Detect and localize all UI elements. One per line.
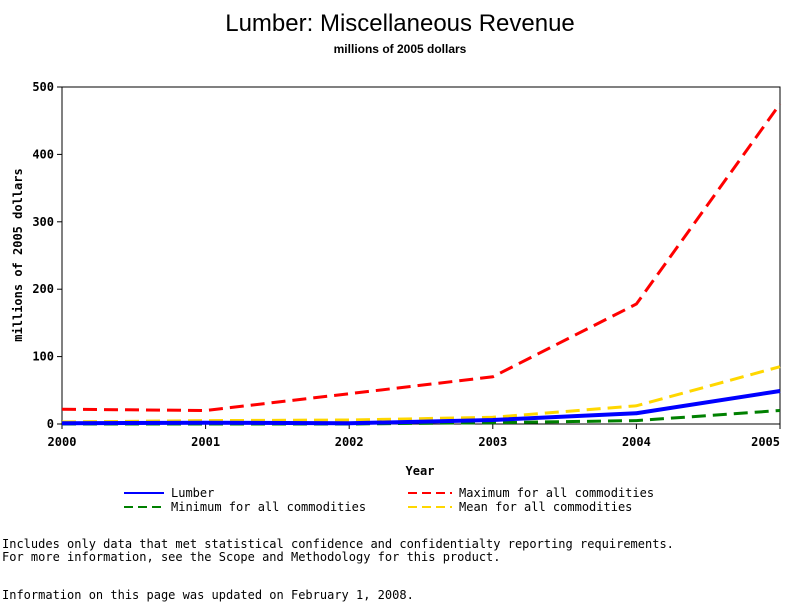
x-tick-label: 2001 (191, 435, 220, 449)
legend-label-maximum: Maximum for all commodities (459, 486, 654, 500)
footnote-updated: Information on this page was updated on … (2, 588, 414, 602)
legend: Lumber Maximum for all commodities Minim… (124, 486, 654, 514)
legend-label-lumber: Lumber (171, 486, 214, 500)
x-tick-label: 2005 (751, 435, 780, 449)
chart-title: Lumber: Miscellaneous Revenue (225, 10, 575, 37)
legend-entry-lumber: Lumber (124, 486, 214, 500)
y-tick-label: 100 (32, 350, 54, 364)
legend-entry-maximum: Maximum for all commodities (408, 486, 654, 500)
legend-label-minimum: Minimum for all commodities (171, 500, 366, 514)
y-tick-label: 300 (32, 215, 54, 229)
series-line-maximum (61, 103, 782, 413)
x-tick-label: 2003 (478, 435, 507, 449)
x-tick-label: 2002 (335, 435, 364, 449)
y-axis: 0 100 200 300 400 500 (32, 80, 62, 431)
chart-subtitle: millions of 2005 dollars (334, 42, 467, 56)
y-tick-label: 500 (32, 80, 54, 94)
x-axis: 2000 2001 2002 2003 2004 2005 (48, 424, 781, 449)
series-lines (61, 103, 782, 426)
legend-label-mean: Mean for all commodities (459, 500, 632, 514)
y-tick-label: 0 (47, 417, 54, 431)
x-axis-label: Year (406, 464, 435, 478)
y-axis-label: millions of 2005 dollars (11, 168, 25, 341)
footnote-confidence: Includes only data that met statistical … (2, 537, 674, 551)
y-tick-label: 200 (32, 282, 54, 296)
x-tick-label: 2004 (622, 435, 651, 449)
series-line-lumber (61, 389, 781, 426)
legend-entry-mean: Mean for all commodities (408, 500, 632, 514)
y-tick-label: 400 (32, 147, 54, 161)
footnote-methodology: For more information, see the Scope and … (2, 550, 501, 564)
x-tick-label: 2000 (48, 435, 77, 449)
legend-entry-minimum: Minimum for all commodities (124, 500, 366, 514)
series-line-mean (61, 365, 781, 424)
